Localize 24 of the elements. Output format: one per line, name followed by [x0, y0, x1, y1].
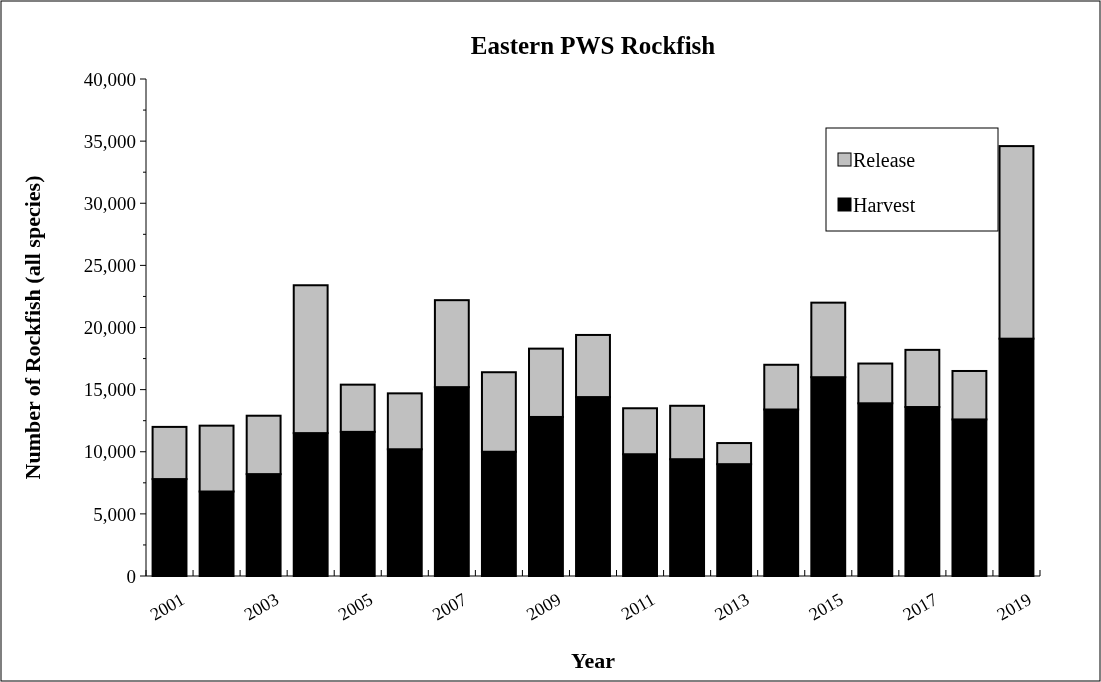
x-tick-label: 2003: [240, 589, 282, 625]
y-tick-label: 10,000: [83, 441, 136, 463]
x-tick-label: 2005: [334, 589, 377, 625]
x-tick-label: 2011: [617, 589, 659, 625]
x-tick-label: 2013: [711, 589, 753, 625]
y-tick-label: 35,000: [83, 130, 136, 152]
x-tick-label: 2017: [899, 589, 941, 625]
chart-title: Eastern PWS Rockfish: [470, 32, 716, 59]
x-tick-label: 2015: [805, 589, 847, 625]
y-tick-label: 0: [126, 565, 136, 587]
x-tick-label: 2009: [523, 589, 565, 625]
y-tick-label: 40,000: [83, 68, 136, 90]
y-tick-label: 15,000: [83, 379, 136, 401]
legend-label: Release: [853, 149, 916, 171]
y-axis-title: Number of Rockfish (all species): [20, 175, 45, 480]
y-tick-label: 30,000: [83, 192, 136, 214]
y-tick-label: 5,000: [93, 503, 136, 525]
x-tick-label: 2007: [428, 589, 471, 625]
x-tick-label: 2019: [993, 589, 1035, 625]
x-axis-title: Year: [571, 648, 616, 673]
y-tick-label: 25,000: [83, 255, 136, 277]
y-tick-label: 20,000: [83, 317, 136, 339]
legend-label: Harvest: [853, 194, 916, 216]
x-tick-label: 2001: [146, 589, 188, 625]
